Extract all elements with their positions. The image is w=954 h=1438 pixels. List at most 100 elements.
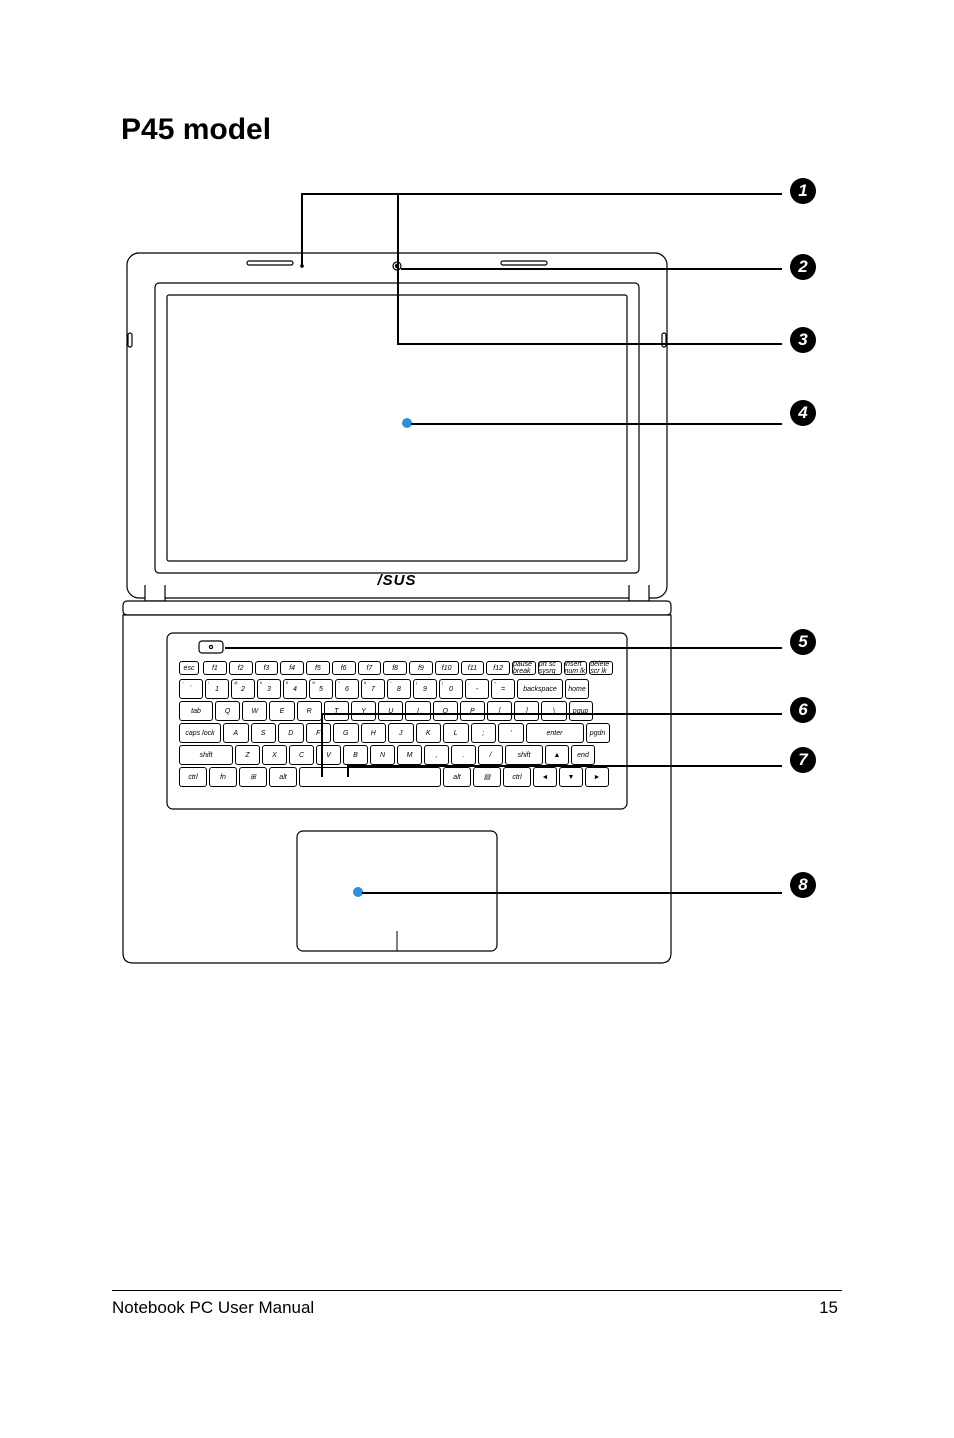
key-r0-12: f12 bbox=[486, 661, 510, 675]
key-shift-l: shift bbox=[179, 745, 233, 765]
key-r4-8: , bbox=[424, 745, 449, 765]
key-ctrl-l: ctrl bbox=[179, 767, 207, 787]
key-r2-8: I bbox=[405, 701, 430, 721]
key-arrow-up: ▲ bbox=[545, 745, 569, 765]
footer-manual-title: Notebook PC User Manual bbox=[112, 1298, 314, 1318]
page-title: P45 model bbox=[121, 113, 271, 147]
key-r3-10: ; bbox=[471, 723, 497, 743]
footer-rule bbox=[112, 1290, 842, 1291]
key-r2-1: Q bbox=[215, 701, 240, 721]
key-win-l: ⊞ bbox=[239, 767, 267, 787]
key-r4-4: V bbox=[316, 745, 341, 765]
key-r3-2: S bbox=[251, 723, 277, 743]
key-r1-3: #3 bbox=[257, 679, 281, 699]
key-r4-6: N bbox=[370, 745, 395, 765]
key-r0-4: f4 bbox=[280, 661, 304, 675]
key-enter: enter bbox=[526, 723, 584, 743]
key-ctrl-r: ctrl bbox=[503, 767, 531, 787]
key-r3-1: A bbox=[223, 723, 249, 743]
key-r3-3: D bbox=[278, 723, 304, 743]
key-pgup: pgup bbox=[569, 701, 593, 721]
key-capslock: caps lock bbox=[179, 723, 221, 743]
key-end: end bbox=[571, 745, 595, 765]
callout-6: 6 bbox=[790, 697, 816, 723]
callout-1: 1 bbox=[790, 178, 816, 204]
key-r1-2: @2 bbox=[231, 679, 255, 699]
key-r4-3: C bbox=[289, 745, 314, 765]
key-tab: tab bbox=[179, 701, 213, 721]
key-arrow-right: ► bbox=[585, 767, 609, 787]
key-r1-10: )0 bbox=[439, 679, 463, 699]
key-r1-11: _- bbox=[465, 679, 489, 699]
key-r2-2: W bbox=[242, 701, 267, 721]
key-r0-10: f10 bbox=[435, 661, 459, 675]
key-r2-7: U bbox=[378, 701, 403, 721]
callout-4: 4 bbox=[790, 400, 816, 426]
callout-2: 2 bbox=[790, 254, 816, 280]
key-arrow-left: ◄ bbox=[533, 767, 557, 787]
footer-page-number: 15 bbox=[819, 1298, 838, 1318]
key-r1-1: !1 bbox=[205, 679, 229, 699]
key-r1-6: ^6 bbox=[335, 679, 359, 699]
key-r0-11: f11 bbox=[461, 661, 485, 675]
key-alt-r: alt bbox=[443, 767, 471, 787]
key-r0-7: f7 bbox=[358, 661, 382, 675]
key-r2-12: ] bbox=[514, 701, 539, 721]
key-pgdn: pgdn bbox=[586, 723, 610, 743]
key-r4-10: / bbox=[478, 745, 503, 765]
key-r0-15: insert num lk bbox=[564, 661, 588, 675]
callout-5: 5 bbox=[790, 629, 816, 655]
key-r3-4: F bbox=[306, 723, 332, 743]
key-r0-1: f1 bbox=[203, 661, 227, 675]
key-esc: esc bbox=[179, 661, 199, 675]
key-r3-7: J bbox=[388, 723, 414, 743]
key-r4-2: X bbox=[262, 745, 287, 765]
key-r3-5: G bbox=[333, 723, 359, 743]
key-shift-r: shift bbox=[505, 745, 543, 765]
callout-8: 8 bbox=[790, 872, 816, 898]
key-r3-11: ' bbox=[498, 723, 524, 743]
key-arrow-down: ▼ bbox=[559, 767, 583, 787]
key-r4-9: . bbox=[451, 745, 476, 765]
callout-7: 7 bbox=[790, 747, 816, 773]
svg-text:/SUS: /SUS bbox=[376, 572, 416, 589]
key-menu: ▤ bbox=[473, 767, 501, 787]
key-r2-6: Y bbox=[351, 701, 376, 721]
keyboard: esc f1f2f3f4f5f6f7f8f9f10f11f12pause brea… bbox=[179, 661, 615, 803]
key-r0-5: f5 bbox=[306, 661, 330, 675]
key-r1-0: ~` bbox=[179, 679, 203, 699]
key-r0-9: f9 bbox=[409, 661, 433, 675]
key-r0-6: f6 bbox=[332, 661, 356, 675]
key-r2-5: T bbox=[324, 701, 349, 721]
key-r2-10: P bbox=[460, 701, 485, 721]
key-r4-7: M bbox=[397, 745, 422, 765]
key-home: home bbox=[565, 679, 589, 699]
key-r2-13: \ bbox=[541, 701, 566, 721]
key-r4-1: Z bbox=[235, 745, 260, 765]
key-r2-3: E bbox=[269, 701, 294, 721]
laptop-diagram: /SUS esc f1f2f3f4f5f6f7f8f9f10f11f12pause… bbox=[97, 183, 857, 973]
key-r2-4: R bbox=[297, 701, 322, 721]
key-r0-16: delete scr lk bbox=[589, 661, 613, 675]
key-r0-14: prt sc sysrq bbox=[538, 661, 562, 675]
key-fn-l: fn bbox=[209, 767, 237, 787]
key-r0-3: f3 bbox=[255, 661, 279, 675]
key-backspace: backspace bbox=[517, 679, 563, 699]
key-r1-5: %5 bbox=[309, 679, 333, 699]
key-r0-2: f2 bbox=[229, 661, 253, 675]
key-r3-6: H bbox=[361, 723, 387, 743]
key-r0-13: pause break bbox=[512, 661, 536, 675]
key-r1-4: $4 bbox=[283, 679, 307, 699]
key-r2-11: [ bbox=[487, 701, 512, 721]
key-r1-9: (9 bbox=[413, 679, 437, 699]
key-alt-l: alt bbox=[269, 767, 297, 787]
key-r3-9: L bbox=[443, 723, 469, 743]
key-r1-12: += bbox=[491, 679, 515, 699]
key-r1-8: *8 bbox=[387, 679, 411, 699]
key-r0-8: f8 bbox=[383, 661, 407, 675]
key-r1-7: &7 bbox=[361, 679, 385, 699]
key-r2-9: O bbox=[433, 701, 458, 721]
callout-3: 3 bbox=[790, 327, 816, 353]
key-r4-5: B bbox=[343, 745, 368, 765]
key-r3-8: K bbox=[416, 723, 442, 743]
